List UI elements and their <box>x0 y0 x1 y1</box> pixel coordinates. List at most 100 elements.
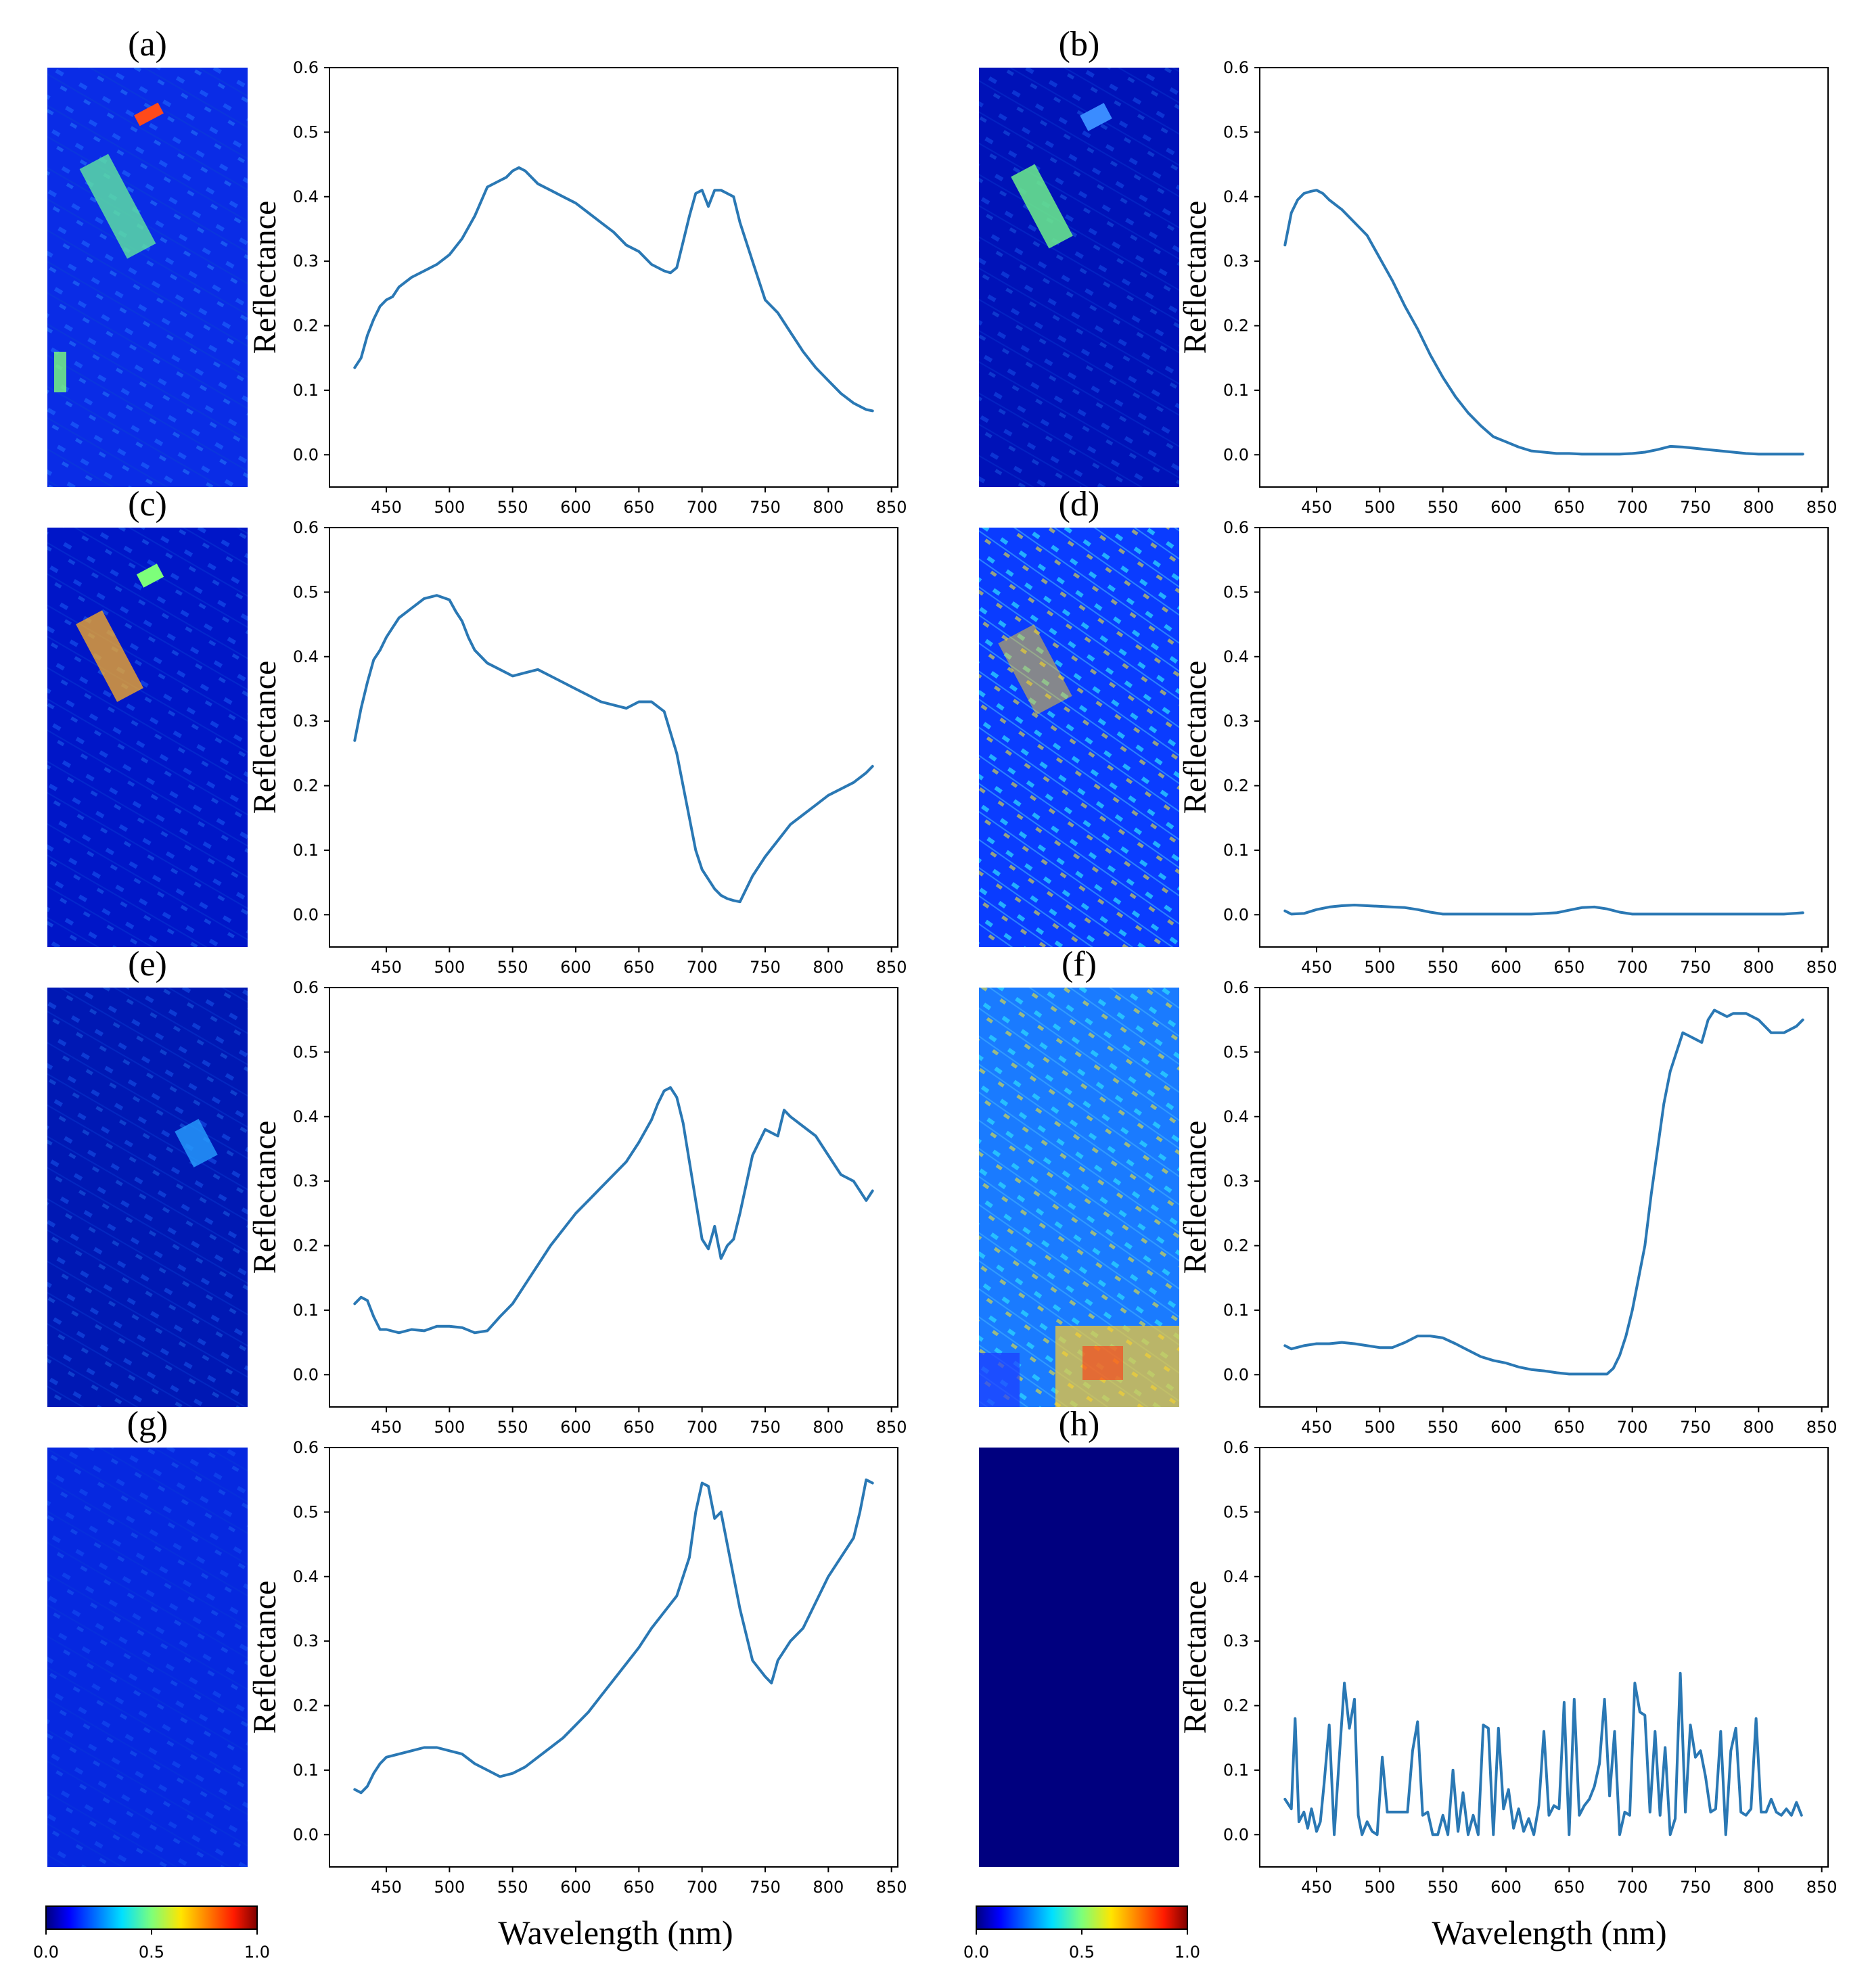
x-tick-label: 600 <box>1490 498 1522 517</box>
x-tick-label: 800 <box>813 1418 844 1437</box>
panel-b: (b) 450 500 550 600 650 700 750 800 850 0.0 0.1 0.2 0… <box>1059 25 1838 517</box>
x-tick-label: 450 <box>1301 1878 1332 1897</box>
x-tick-label: 750 <box>750 1418 781 1437</box>
x-tick-label: 550 <box>1428 958 1459 977</box>
y-tick-label: 0.6 <box>293 978 319 997</box>
panel-g: (g) 450 500 550 600 650 700 750 800 850 0.0 0.1 0.2 0… <box>127 1405 907 1897</box>
y-tick-label: 0.5 <box>1223 582 1249 601</box>
y-tick-label: 0.4 <box>1223 647 1249 666</box>
y-tick-label: 0.3 <box>293 252 319 271</box>
x-tick-label: 850 <box>876 958 907 977</box>
x-tick-label: 650 <box>1553 958 1584 977</box>
y-tick-label: 0.3 <box>1223 252 1249 271</box>
y-tick-label: 0.3 <box>293 712 319 731</box>
y-tick-label: 0.5 <box>1223 122 1249 141</box>
x-tick-label: 650 <box>623 1418 654 1437</box>
panel-label-f: (f) <box>1062 945 1097 984</box>
y-tick-label: 0.2 <box>1223 1696 1249 1715</box>
x-tick-label: 500 <box>434 958 465 977</box>
panel-image-b <box>979 68 1179 487</box>
y-axis-label-h: Reflectance <box>1177 1581 1213 1734</box>
x-tick-label: 500 <box>434 1418 465 1437</box>
x-tick-label: 750 <box>1680 1418 1711 1437</box>
x-tick-label: 850 <box>1806 958 1838 977</box>
x-tick-label: 500 <box>434 1878 465 1897</box>
y-axis-label-g: Reflectance <box>247 1581 283 1734</box>
x-tick-label: 750 <box>1680 958 1711 977</box>
x-tick-label: 850 <box>1806 1878 1838 1897</box>
x-tick-label: 500 <box>1364 958 1395 977</box>
x-tick-label: 600 <box>560 1418 591 1437</box>
x-tick-label: 450 <box>1301 498 1332 517</box>
y-tick-label: 0.3 <box>1223 1632 1249 1650</box>
y-tick-label: 0.4 <box>1223 1567 1249 1586</box>
y-tick-label: 0.2 <box>1223 777 1249 795</box>
x-tick-label: 600 <box>560 1878 591 1897</box>
y-tick-label: 0.4 <box>1223 187 1249 206</box>
x-tick-label: 650 <box>623 1878 654 1897</box>
y-tick-label: 0.0 <box>293 1825 319 1844</box>
y-tick-label: 0.0 <box>1223 445 1249 464</box>
x-tick-label: 800 <box>1743 1878 1774 1897</box>
series-line-b <box>1283 189 1804 456</box>
x-tick-label: 550 <box>497 958 528 977</box>
x-tick-label: 650 <box>1553 1418 1584 1437</box>
x-tick-label: 700 <box>687 958 718 977</box>
y-tick-label: 0.6 <box>293 518 319 537</box>
x-tick-label: 450 <box>1301 1418 1332 1437</box>
colorbar-right: 0.0 0.5 1.0 <box>963 1905 1200 1962</box>
x-tick-label: 600 <box>560 498 591 517</box>
y-tick-label: 0.4 <box>293 187 319 206</box>
series-line-g <box>353 1478 874 1795</box>
x-tick-label: 500 <box>1364 498 1395 517</box>
axes-frame-b <box>1259 67 1829 488</box>
x-tick-label: 800 <box>813 958 844 977</box>
panel-image-g <box>47 1448 248 1867</box>
colorbar-left: 0.0 0.5 1.0 <box>33 1905 270 1962</box>
y-tick-label: 0.1 <box>1223 381 1249 400</box>
panel-image-f <box>979 988 1179 1407</box>
x-tick-label: 550 <box>497 498 528 517</box>
x-tick-label: 550 <box>497 1878 528 1897</box>
x-tick-label: 650 <box>1553 498 1584 517</box>
y-axis-label-b: Reflectance <box>1177 201 1213 354</box>
y-tick-label: 0.4 <box>293 647 319 666</box>
x-tick-label: 700 <box>1617 958 1648 977</box>
y-tick-label: 0.1 <box>1223 1761 1249 1780</box>
y-tick-label: 0.4 <box>293 1567 319 1586</box>
y-tick-label: 0.5 <box>293 1502 319 1521</box>
panel-e: (e) 450 500 550 600 650 700 750 800 850 0.0 0.1 0.2 0… <box>128 945 907 1437</box>
axes-frame-g <box>329 1447 898 1868</box>
y-axis-label-e: Reflectance <box>247 1121 283 1274</box>
x-tick-label: 750 <box>750 498 781 517</box>
y-tick-label: 0.4 <box>293 1107 319 1126</box>
axes-frame-c <box>329 527 898 948</box>
y-tick-label: 0.6 <box>1223 978 1249 997</box>
axes-frame-e <box>329 987 898 1408</box>
y-tick-label: 0.3 <box>1223 1172 1249 1191</box>
series-line-a <box>353 166 874 413</box>
axes-frame-a <box>329 67 898 488</box>
panel-label-b: (b) <box>1059 25 1100 64</box>
x-tick-label: 750 <box>1680 498 1711 517</box>
y-tick-label: 0.1 <box>1223 1301 1249 1320</box>
y-tick-label: 0.0 <box>293 1365 319 1384</box>
panel-image-h <box>979 1448 1179 1867</box>
y-tick-label: 0.2 <box>1223 317 1249 336</box>
panel-image-d <box>979 528 1179 947</box>
x-tick-label: 850 <box>876 1878 907 1897</box>
y-tick-label: 0.0 <box>1223 905 1249 924</box>
panel-c: (c) 450 500 550 600 650 700 750 800 850 0.0 0.1 0.2 0… <box>128 485 907 977</box>
y-tick-label: 0.6 <box>1223 518 1249 537</box>
x-tick-label: 700 <box>1617 498 1648 517</box>
panel-image-a <box>47 68 248 487</box>
x-tick-label: 850 <box>1806 1418 1838 1437</box>
y-axis-label-f: Reflectance <box>1177 1121 1213 1274</box>
y-axis-label-c: Reflectance <box>247 661 283 814</box>
series-line-d <box>1283 904 1804 916</box>
y-tick-label: 0.2 <box>293 317 319 336</box>
y-tick-label: 0.6 <box>1223 58 1249 77</box>
x-tick-label: 700 <box>687 498 718 517</box>
x-tick-label: 550 <box>1428 1878 1459 1897</box>
x-tick-label: 800 <box>1743 958 1774 977</box>
